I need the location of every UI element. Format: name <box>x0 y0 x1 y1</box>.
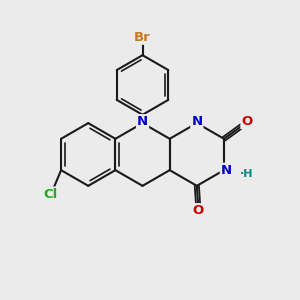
Text: N: N <box>191 115 203 128</box>
Text: O: O <box>242 115 253 128</box>
Text: Cl: Cl <box>44 188 58 200</box>
Text: N: N <box>137 115 148 128</box>
Text: N: N <box>221 164 232 177</box>
Text: ·H: ·H <box>239 169 253 179</box>
Text: Br: Br <box>134 31 151 44</box>
Text: O: O <box>193 204 204 217</box>
